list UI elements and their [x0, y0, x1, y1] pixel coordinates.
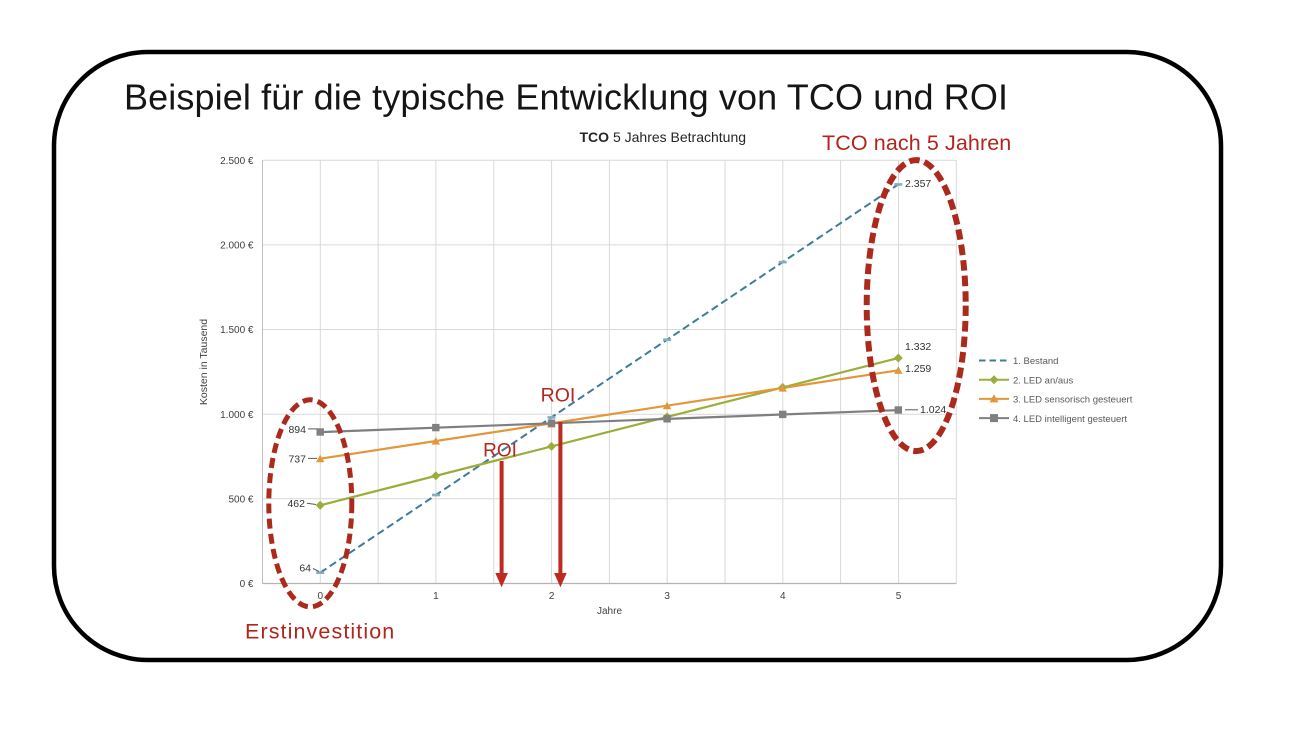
svg-text:2: 2 [549, 591, 555, 602]
svg-text:0: 0 [318, 591, 324, 602]
svg-text:894: 894 [288, 424, 306, 436]
svg-text:4. LED intelligent gesteuert: 4. LED intelligent gesteuert [1013, 414, 1127, 425]
svg-text:462: 462 [287, 498, 305, 510]
svg-text:TCO nach 5 Jahren: TCO nach 5 Jahren [822, 131, 1011, 155]
svg-text:2.000 €: 2.000 € [220, 241, 254, 252]
svg-text:1.024: 1.024 [920, 404, 946, 416]
svg-text:2.500 €: 2.500 € [220, 156, 254, 167]
svg-text:ROI: ROI [541, 385, 576, 407]
svg-text:0 €: 0 € [240, 579, 254, 590]
svg-text:500 €: 500 € [228, 494, 253, 505]
svg-text:3. LED sensorisch gesteuert: 3. LED sensorisch gesteuert [1013, 395, 1133, 406]
svg-text:1.500 €: 1.500 € [220, 325, 254, 336]
svg-text:2.357: 2.357 [905, 178, 931, 190]
svg-text:2. LED an/aus: 2. LED an/aus [1013, 375, 1073, 386]
svg-text:Kosten in Tausend: Kosten in Tausend [198, 319, 210, 405]
svg-text:ROI: ROI [483, 441, 517, 462]
svg-text:4: 4 [780, 591, 786, 602]
svg-text:1.259: 1.259 [905, 363, 931, 375]
svg-text:3: 3 [664, 591, 670, 602]
svg-text:1. Bestand: 1. Bestand [1013, 356, 1058, 367]
svg-text:TCO 5 Jahres Betrachtung: TCO 5 Jahres Betrachtung [580, 129, 747, 145]
svg-text:5: 5 [896, 591, 902, 602]
svg-text:Beispiel für die typische Entw: Beispiel für die typische Entwicklung vo… [124, 77, 1008, 118]
svg-text:Erstinvestition: Erstinvestition [245, 619, 395, 643]
svg-text:Jahre: Jahre [597, 606, 622, 617]
svg-text:737: 737 [288, 453, 306, 465]
svg-text:1.332: 1.332 [905, 341, 931, 353]
svg-text:1.000 €: 1.000 € [220, 410, 254, 421]
svg-text:1: 1 [433, 591, 439, 602]
svg-text:64: 64 [299, 562, 311, 574]
